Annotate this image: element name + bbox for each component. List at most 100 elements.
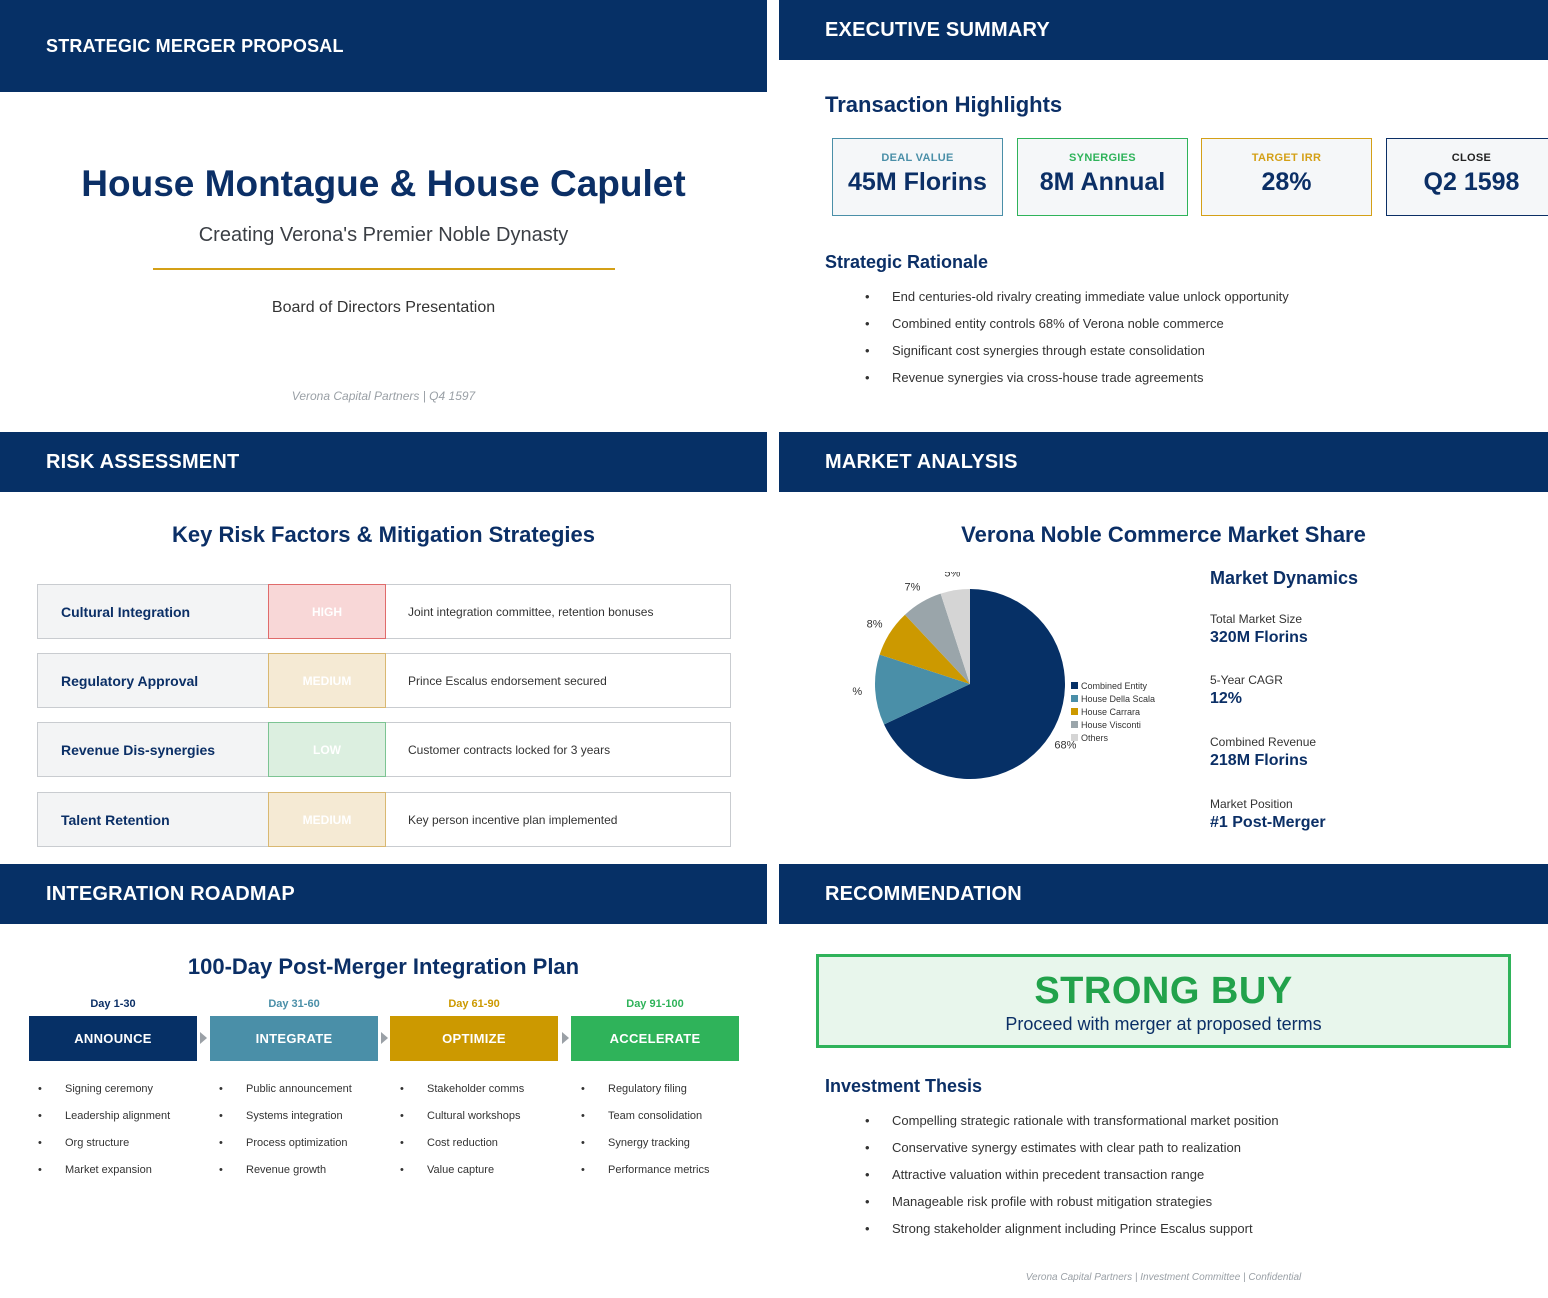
risk-level-badge: LOW	[268, 722, 386, 777]
kpi-value: 28%	[1261, 168, 1312, 196]
slide-header: EXECUTIVE SUMMARY	[779, 0, 1548, 60]
list-item: Compelling strategic rationale with tran…	[865, 1112, 1279, 1139]
list-item: Process optimization	[219, 1136, 352, 1163]
metric-label: Total Market Size	[1210, 612, 1303, 626]
arrow-right-icon	[200, 1032, 207, 1044]
slide-header: MARKET ANALYSIS	[779, 432, 1548, 492]
thesis-list: Compelling strategic rationale with tran…	[865, 1112, 1279, 1247]
phase-task-list: Stakeholder comms Cultural workshops Cos…	[400, 1082, 524, 1190]
kpi-label: TARGET IRR	[1251, 152, 1322, 164]
phase-days: Day 31-60	[268, 998, 320, 1010]
slide-recommendation: RECOMMENDATION STRONG BUY Proceed with m…	[779, 864, 1548, 1298]
slide-integration-roadmap: INTEGRATION ROADMAP 100-Day Post-Merger …	[0, 864, 767, 1298]
slide-market-analysis: MARKET ANALYSIS Verona Noble Commerce Ma…	[779, 432, 1548, 864]
metric-value: 218M Florins	[1210, 752, 1308, 769]
legend-entry: House Della Scala	[1081, 694, 1155, 704]
kpi-value: Q2 1598	[1423, 168, 1520, 196]
list-item: Attractive valuation within precedent tr…	[865, 1166, 1279, 1193]
kpi-value: 8M Annual	[1039, 168, 1166, 196]
kpi-card-close: CLOSE Q2 1598	[1386, 138, 1548, 216]
phase-task-list: Public announcement Systems integration …	[219, 1082, 352, 1190]
metric-label: Market Position	[1210, 797, 1293, 811]
risk-name: Talent Retention	[38, 793, 269, 846]
section-title: Market Dynamics	[1210, 568, 1359, 588]
legend-swatch	[1071, 734, 1078, 741]
arrow-right-icon	[562, 1032, 569, 1044]
list-item: Signing ceremony	[38, 1082, 170, 1109]
risk-mitigation: Customer contracts locked for 3 years	[408, 742, 611, 757]
rationale-list: End centuries-old rivalry creating immed…	[865, 288, 1289, 396]
risk-name: Regulatory Approval	[38, 654, 269, 707]
risk-mitigation: Key person incentive plan implemented	[408, 812, 618, 827]
slide-risk-assessment: RISK ASSESSMENT Key Risk Factors & Mitig…	[0, 432, 767, 864]
slide-header: RISK ASSESSMENT	[0, 432, 767, 492]
pie-data-label: 8%	[867, 618, 883, 630]
risk-row: Regulatory Approval MEDIUM Prince Escalu…	[37, 653, 731, 708]
deck-title: House Montague & House Capulet	[81, 163, 686, 204]
pie-slice-house-della-scala	[875, 654, 970, 725]
list-item: Significant cost synergies through estat…	[865, 342, 1289, 369]
list-item: Revenue synergies via cross-house trade …	[865, 369, 1289, 396]
metric-value: 12%	[1210, 690, 1243, 707]
rating-subtext: Proceed with merger at proposed terms	[1005, 1014, 1322, 1034]
list-item: Regulatory filing	[581, 1082, 709, 1109]
legend-swatch	[1071, 721, 1078, 728]
kpi-label: CLOSE	[1451, 152, 1492, 164]
legend-entry: House Visconti	[1081, 720, 1141, 730]
kpi-label: DEAL VALUE	[881, 152, 954, 164]
list-item: Strong stakeholder alignment including P…	[865, 1220, 1279, 1247]
phase-accelerate: ACCELERATE	[571, 1016, 739, 1061]
metric-label: 5-Year CAGR	[1210, 673, 1283, 687]
kpi-card-target-irr: TARGET IRR 28%	[1201, 138, 1372, 216]
phase-announce: ANNOUNCE	[29, 1016, 197, 1061]
list-item: Manageable risk profile with robust miti…	[865, 1193, 1279, 1220]
list-item: Org structure	[38, 1136, 170, 1163]
slide-header: RECOMMENDATION	[779, 864, 1548, 924]
metric-value: 320M Florins	[1210, 629, 1308, 646]
pie-slice-house-carrara	[879, 614, 970, 684]
metric: Combined Revenue 218M Florins	[1210, 735, 1316, 770]
pie-slice-others	[940, 589, 970, 684]
section-title: Key Risk Factors & Mitigation Strategies	[172, 522, 595, 547]
risk-mitigation: Prince Escalus endorsement secured	[408, 673, 607, 688]
phase-task-list: Regulatory filing Team consolidation Syn…	[581, 1082, 709, 1190]
list-item: Leadership alignment	[38, 1109, 170, 1136]
section-title: Transaction Highlights	[825, 92, 1063, 117]
accent-divider	[153, 268, 615, 270]
deck-subtitle: Creating Verona's Premier Noble Dynasty	[198, 224, 569, 246]
list-item: Team consolidation	[581, 1109, 709, 1136]
pie-slice-house-visconti	[904, 593, 970, 684]
metric: 5-Year CAGR 12%	[1210, 673, 1283, 708]
risk-level-badge: MEDIUM	[268, 792, 386, 847]
list-item: Stakeholder comms	[400, 1082, 524, 1109]
kpi-label: SYNERGIES	[1069, 152, 1136, 164]
phase-days: Day 1-30	[90, 998, 136, 1010]
legend-swatch	[1071, 682, 1078, 689]
list-item: End centuries-old rivalry creating immed…	[865, 288, 1289, 315]
legend-swatch	[1071, 695, 1078, 702]
chart-title: Verona Noble Commerce Market Share	[961, 522, 1366, 547]
list-item: Performance metrics	[581, 1163, 709, 1190]
legend-entry: Combined Entity	[1081, 681, 1148, 691]
list-item: Cultural workshops	[400, 1109, 524, 1136]
metric-label: Combined Revenue	[1210, 735, 1317, 749]
pie-data-label: 68%	[1054, 740, 1076, 752]
list-item: Revenue growth	[219, 1163, 352, 1190]
risk-level-badge: MEDIUM	[268, 653, 386, 708]
slide-title: STRATEGIC MERGER PROPOSAL House Montague…	[0, 0, 767, 432]
risk-level-badge: HIGH	[268, 584, 386, 639]
kpi-card-synergies: SYNERGIES 8M Annual	[1017, 138, 1188, 216]
metric-value: #1 Post-Merger	[1210, 814, 1326, 831]
list-item: Systems integration	[219, 1109, 352, 1136]
list-item: Market expansion	[38, 1163, 170, 1190]
phase-optimize: OPTIMIZE	[390, 1016, 558, 1061]
slide-executive-summary: EXECUTIVE SUMMARY Transaction Highlights…	[779, 0, 1548, 432]
pie-data-label: 7%	[905, 582, 921, 594]
phase-days: Day 61-90	[448, 998, 500, 1010]
risk-row: Revenue Dis-synergies LOW Customer contr…	[37, 722, 731, 777]
presenter-line: Board of Directors Presentation	[271, 299, 496, 316]
slide-header: STRATEGIC MERGER PROPOSAL	[0, 0, 767, 92]
metric: Total Market Size 320M Florins	[1210, 612, 1308, 647]
risk-name: Cultural Integration	[38, 585, 269, 638]
list-item: Synergy tracking	[581, 1136, 709, 1163]
